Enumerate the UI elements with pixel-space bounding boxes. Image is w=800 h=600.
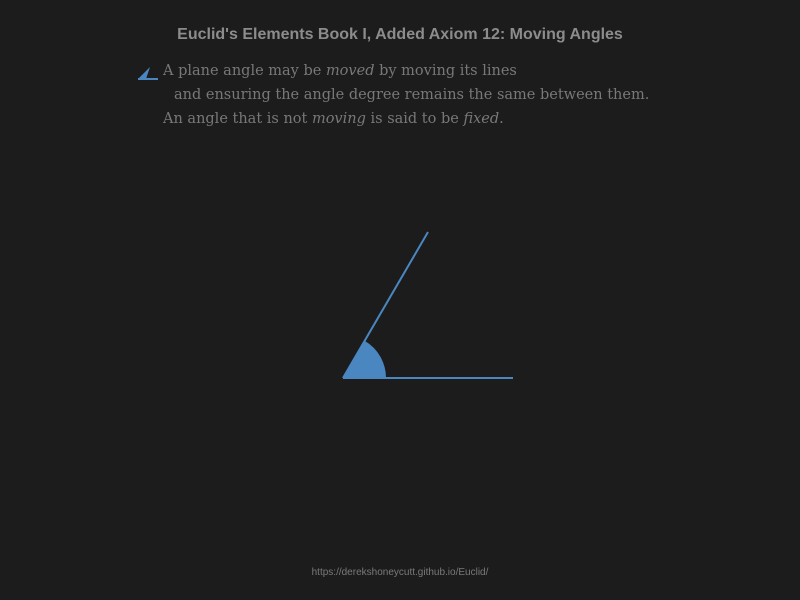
axiom-line-3: An angle that is not moving is said to b… [163, 111, 504, 127]
axiom-line-1: A plane angle may be moved by moving its… [163, 63, 517, 79]
angle-ray-upper[interactable] [342, 231, 429, 379]
angle-sector[interactable] [343, 341, 387, 378]
term-moved: moved [325, 63, 375, 79]
axiom-line-2: and ensuring the angle degree remains th… [174, 87, 650, 103]
axiom-text: A plane angle may be moved by moving its… [163, 59, 683, 131]
angle-icon-shape [138, 67, 150, 79]
term-fixed: fixed [463, 111, 500, 127]
page-title: Euclid's Elements Book I, Added Axiom 12… [177, 26, 623, 43]
source-link[interactable]: https://derekshoneycutt.github.io/Euclid… [311, 567, 489, 578]
angle-icon [138, 67, 158, 80]
term-moving: moving [311, 111, 366, 127]
